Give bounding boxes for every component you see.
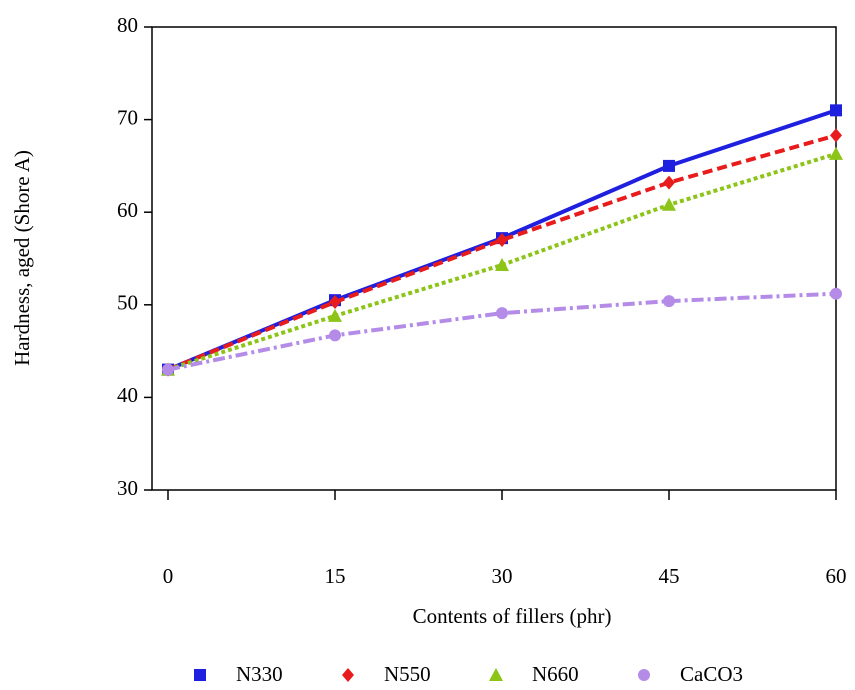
series-line bbox=[167, 291, 837, 372]
y-tick-label: 80 bbox=[117, 13, 138, 37]
plot-frame bbox=[151, 26, 837, 491]
x-tick-label: 30 bbox=[492, 564, 513, 588]
marker bbox=[162, 363, 174, 376]
marker bbox=[662, 197, 676, 211]
legend-label: N330 bbox=[236, 662, 283, 686]
marker bbox=[328, 308, 342, 322]
marker bbox=[830, 128, 842, 143]
series bbox=[161, 146, 843, 376]
y-tick-label: 70 bbox=[117, 105, 138, 129]
marker bbox=[830, 287, 842, 300]
x-tick-label: 45 bbox=[659, 564, 680, 588]
marker bbox=[489, 668, 503, 681]
legend-item: CaCO3 bbox=[638, 662, 743, 686]
legend-item: N550 bbox=[342, 662, 431, 686]
x-axis-label: Contents of fillers (phr) bbox=[413, 604, 612, 628]
marker bbox=[663, 175, 675, 190]
marker bbox=[663, 159, 675, 172]
y-tick-label: 50 bbox=[117, 291, 138, 315]
legend-label: N550 bbox=[384, 662, 431, 686]
y-tick-label: 30 bbox=[117, 476, 138, 500]
series-line bbox=[167, 133, 837, 372]
marker bbox=[329, 329, 341, 342]
marker bbox=[194, 669, 206, 681]
x-tick-label: 0 bbox=[163, 564, 174, 588]
legend-item: N660 bbox=[489, 662, 579, 686]
y-tick-label: 60 bbox=[117, 198, 138, 222]
x-tick-label: 60 bbox=[826, 564, 847, 588]
legend-label: CaCO3 bbox=[680, 662, 743, 686]
marker bbox=[495, 257, 509, 271]
marker bbox=[496, 232, 508, 247]
marker bbox=[663, 295, 675, 308]
series bbox=[162, 287, 842, 376]
marker bbox=[829, 146, 843, 160]
marker bbox=[329, 295, 341, 310]
marker bbox=[496, 307, 508, 320]
marker bbox=[342, 668, 354, 682]
y-tick-label: 40 bbox=[117, 383, 138, 407]
x-tick-label: 15 bbox=[325, 564, 346, 588]
marker bbox=[638, 669, 650, 681]
y-axis-label: Hardness, aged (Shore A) bbox=[10, 150, 34, 366]
legend-label: N660 bbox=[532, 662, 579, 686]
marker bbox=[830, 104, 842, 117]
legend-item: N330 bbox=[194, 662, 283, 686]
